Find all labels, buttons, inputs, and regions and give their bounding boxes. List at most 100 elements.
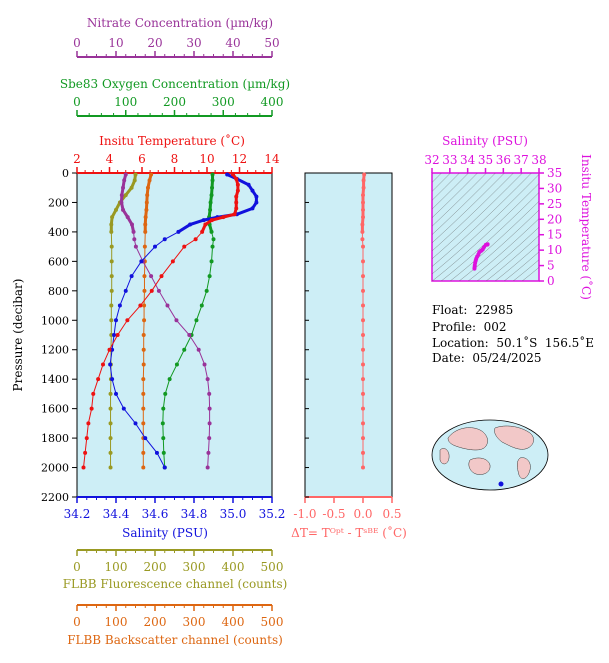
- temperature-point: [86, 421, 91, 426]
- fluorescence-tick-label: 300: [183, 560, 206, 574]
- temperature-point: [235, 188, 240, 193]
- density-contour: [467, 218, 539, 281]
- ts-temperature-tick-label: 30: [547, 181, 562, 195]
- delta-t-tick-label: 0.0: [353, 507, 372, 521]
- nitrate-point: [205, 465, 210, 470]
- density-contour: [432, 173, 523, 260]
- fluorescence-point: [109, 244, 114, 249]
- delta-t-point: [361, 362, 365, 367]
- oxygen-point: [209, 193, 214, 198]
- ts-temperature-tick-label: 10: [547, 243, 562, 257]
- fluorescence-point: [123, 193, 128, 198]
- salinity-point: [139, 259, 144, 264]
- backscatter-tick-label: 200: [144, 615, 167, 629]
- ts-temperature-tick-label: 15: [547, 228, 562, 242]
- delta-t-point: [361, 244, 365, 249]
- fluorescence-point: [108, 465, 113, 470]
- density-contour: [440, 192, 539, 281]
- delta-t-point: [361, 200, 365, 205]
- oxygen-point: [174, 362, 179, 367]
- salinity-tick-label: 34.2: [64, 507, 91, 521]
- delta-t-point: [360, 222, 365, 227]
- delta-t-point: [361, 215, 365, 220]
- temperature-point: [231, 172, 235, 177]
- salinity-tick-label: 34.4: [103, 507, 130, 521]
- temperature-point: [234, 194, 239, 199]
- pressure-tick-label: 1800: [41, 432, 69, 445]
- map-land-asia: [447, 427, 488, 451]
- temperature-point: [91, 391, 96, 396]
- delta-t-point: [361, 185, 366, 190]
- nitrate-point: [121, 185, 126, 190]
- temperature-axis-label: Insitu Temperature (˚C): [99, 133, 245, 148]
- delta-t-point: [361, 274, 365, 279]
- map-land-africa: [439, 448, 450, 465]
- oxygen-point: [161, 406, 166, 411]
- temperature-point: [83, 450, 88, 455]
- backscatter-point: [141, 465, 146, 470]
- salinity-point: [133, 421, 138, 426]
- float-location-marker: [498, 481, 504, 487]
- salinity-point: [114, 318, 118, 323]
- pressure-tick-label: 2200: [41, 491, 69, 504]
- nitrate-point: [207, 391, 212, 396]
- oxygen-point: [208, 207, 213, 212]
- temperature-tick-label: 14: [264, 152, 280, 166]
- density-contour: [432, 173, 487, 227]
- backscatter-point: [141, 406, 146, 411]
- backscatter-point: [141, 421, 146, 426]
- fluorescence-point: [114, 207, 118, 212]
- salinity-point: [250, 188, 255, 193]
- delta-t-point: [361, 193, 365, 198]
- fluorescence-axis: 0 100 200 300 400 500: [73, 549, 283, 574]
- salinity-point: [112, 333, 117, 337]
- density-contour: [432, 173, 505, 244]
- fluorescence-point: [108, 421, 113, 426]
- delta-t-point: [361, 333, 365, 337]
- nitrate-point: [187, 333, 192, 337]
- backscatter-tick-label: 400: [222, 615, 245, 629]
- oxygen-series: [160, 172, 216, 470]
- nitrate-tick-label: 20: [147, 36, 162, 50]
- delta-t-tick-label: -0.5: [322, 507, 345, 521]
- fluorescence-point: [109, 259, 114, 264]
- oxygen-point: [211, 237, 216, 242]
- nitrate-point: [156, 288, 161, 293]
- salinity-tick-label: 34.6: [142, 507, 169, 521]
- fluorescence-tick-label: 400: [222, 560, 245, 574]
- salinity-point: [246, 182, 251, 187]
- map-land-australia: [468, 457, 491, 475]
- fluorescence-point: [108, 450, 113, 455]
- oxygen-point: [182, 347, 187, 352]
- temperature-point: [125, 318, 130, 323]
- nitrate-point: [174, 318, 179, 323]
- temperature-point: [232, 212, 237, 217]
- backscatter-point: [142, 303, 147, 308]
- backscatter-point: [144, 207, 149, 212]
- backscatter-point: [141, 450, 146, 455]
- ts-temperature-tick-label: 5: [547, 259, 555, 273]
- oxygen-point: [161, 450, 166, 455]
- ts-temperature-axis-label: Insitu Temperature (˚C): [579, 154, 594, 300]
- oxygen-point: [199, 303, 204, 308]
- temperature-point: [81, 465, 86, 470]
- salinity-point: [153, 244, 157, 249]
- ts-salinity-tick-label: 34: [460, 153, 476, 167]
- nitrate-point: [165, 303, 170, 308]
- main-plot-area: [76, 172, 273, 498]
- delta-t-point: [361, 178, 366, 183]
- temperature-tick-label: 6: [138, 152, 146, 166]
- delta-t-point: [361, 450, 365, 455]
- backscatter-point: [141, 391, 146, 396]
- salinity-point: [188, 222, 193, 227]
- delta-t-point: [360, 237, 365, 242]
- density-contour: [485, 235, 539, 281]
- oxygen-tick-label: 300: [212, 95, 235, 109]
- backscatter-point: [143, 222, 148, 227]
- temperature-point: [101, 362, 105, 367]
- temperature-point: [84, 436, 89, 441]
- nitrate-point: [125, 215, 130, 220]
- oxygen-tick-label: 400: [261, 95, 284, 109]
- temperature-point: [203, 222, 208, 227]
